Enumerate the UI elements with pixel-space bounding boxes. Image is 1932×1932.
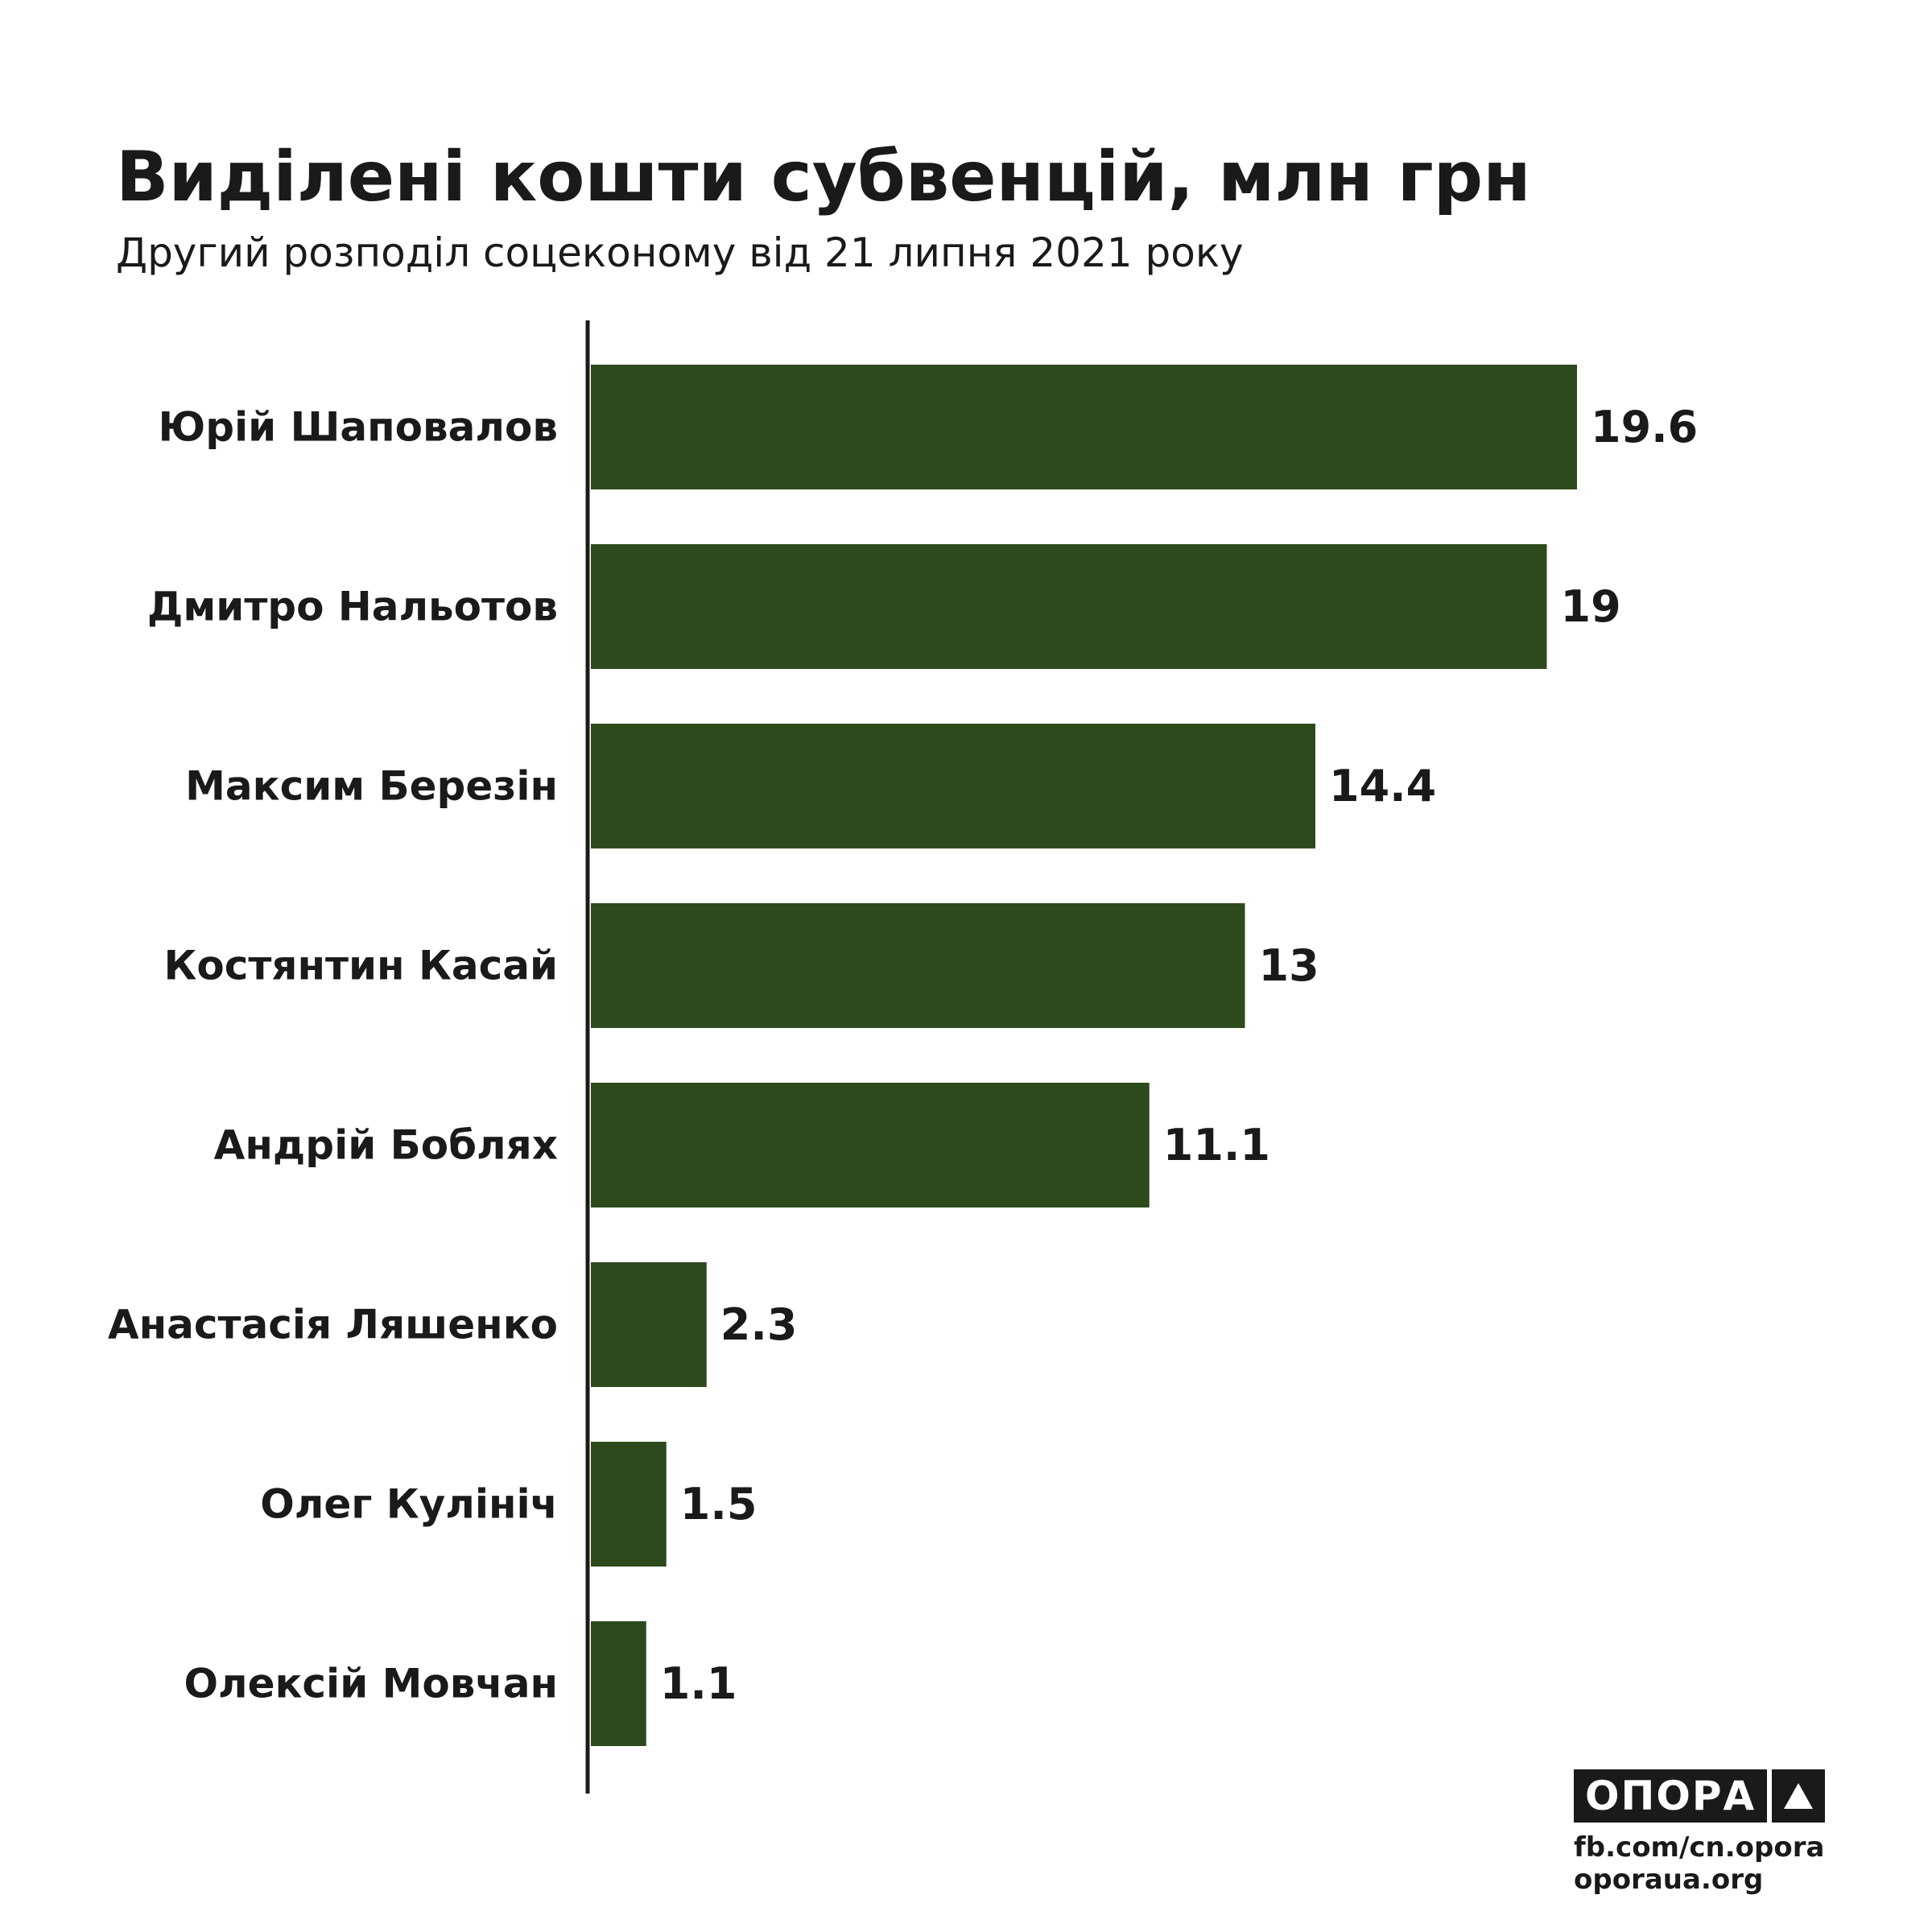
value-label: 19.6: [1591, 402, 1698, 452]
value-label: 2.3: [720, 1299, 798, 1350]
value-label: 14.4: [1329, 761, 1436, 811]
logo-wordmark: ОПОРА: [1574, 1769, 1768, 1823]
value-label: 13: [1259, 940, 1319, 991]
chart-subtitle: Другий розподіл соцеконому від 21 липня …: [116, 229, 1244, 276]
value-label: 1.5: [680, 1479, 758, 1530]
value-label: 11.1: [1163, 1120, 1270, 1170]
category-label: Анастасія Ляшенко: [108, 1302, 558, 1348]
source-links: fb.com/cn.opora oporaua.org: [1574, 1831, 1824, 1896]
bar: [591, 365, 1577, 489]
value-label: 1.1: [660, 1658, 737, 1709]
category-label: Олексій Мовчан: [184, 1661, 558, 1707]
website-link[interactable]: oporaua.org: [1574, 1864, 1764, 1896]
category-label: Андрій Боблях: [214, 1122, 558, 1169]
category-label: Костянтин Касай: [164, 943, 558, 989]
category-label: Дмитро Нальотов: [147, 584, 558, 630]
category-label: Юрій Шаповалов: [159, 404, 558, 451]
bar: [591, 1262, 707, 1387]
bar: [591, 903, 1245, 1028]
bar: [591, 1621, 646, 1746]
bar: [591, 1083, 1150, 1208]
bar: [591, 1442, 667, 1567]
bar: [591, 544, 1547, 669]
category-label: Максим Березін: [185, 763, 558, 810]
chart-title: Виділені кошти субвенцій, млн грн: [116, 137, 1531, 217]
bar: [591, 724, 1315, 848]
category-label: Олег Кулініч: [260, 1481, 558, 1528]
facebook-link[interactable]: fb.com/cn.opora: [1574, 1831, 1825, 1864]
triangle-up-icon: [1772, 1769, 1826, 1823]
opora-logo: ОПОРА: [1574, 1769, 1826, 1823]
value-label: 19: [1561, 581, 1621, 632]
